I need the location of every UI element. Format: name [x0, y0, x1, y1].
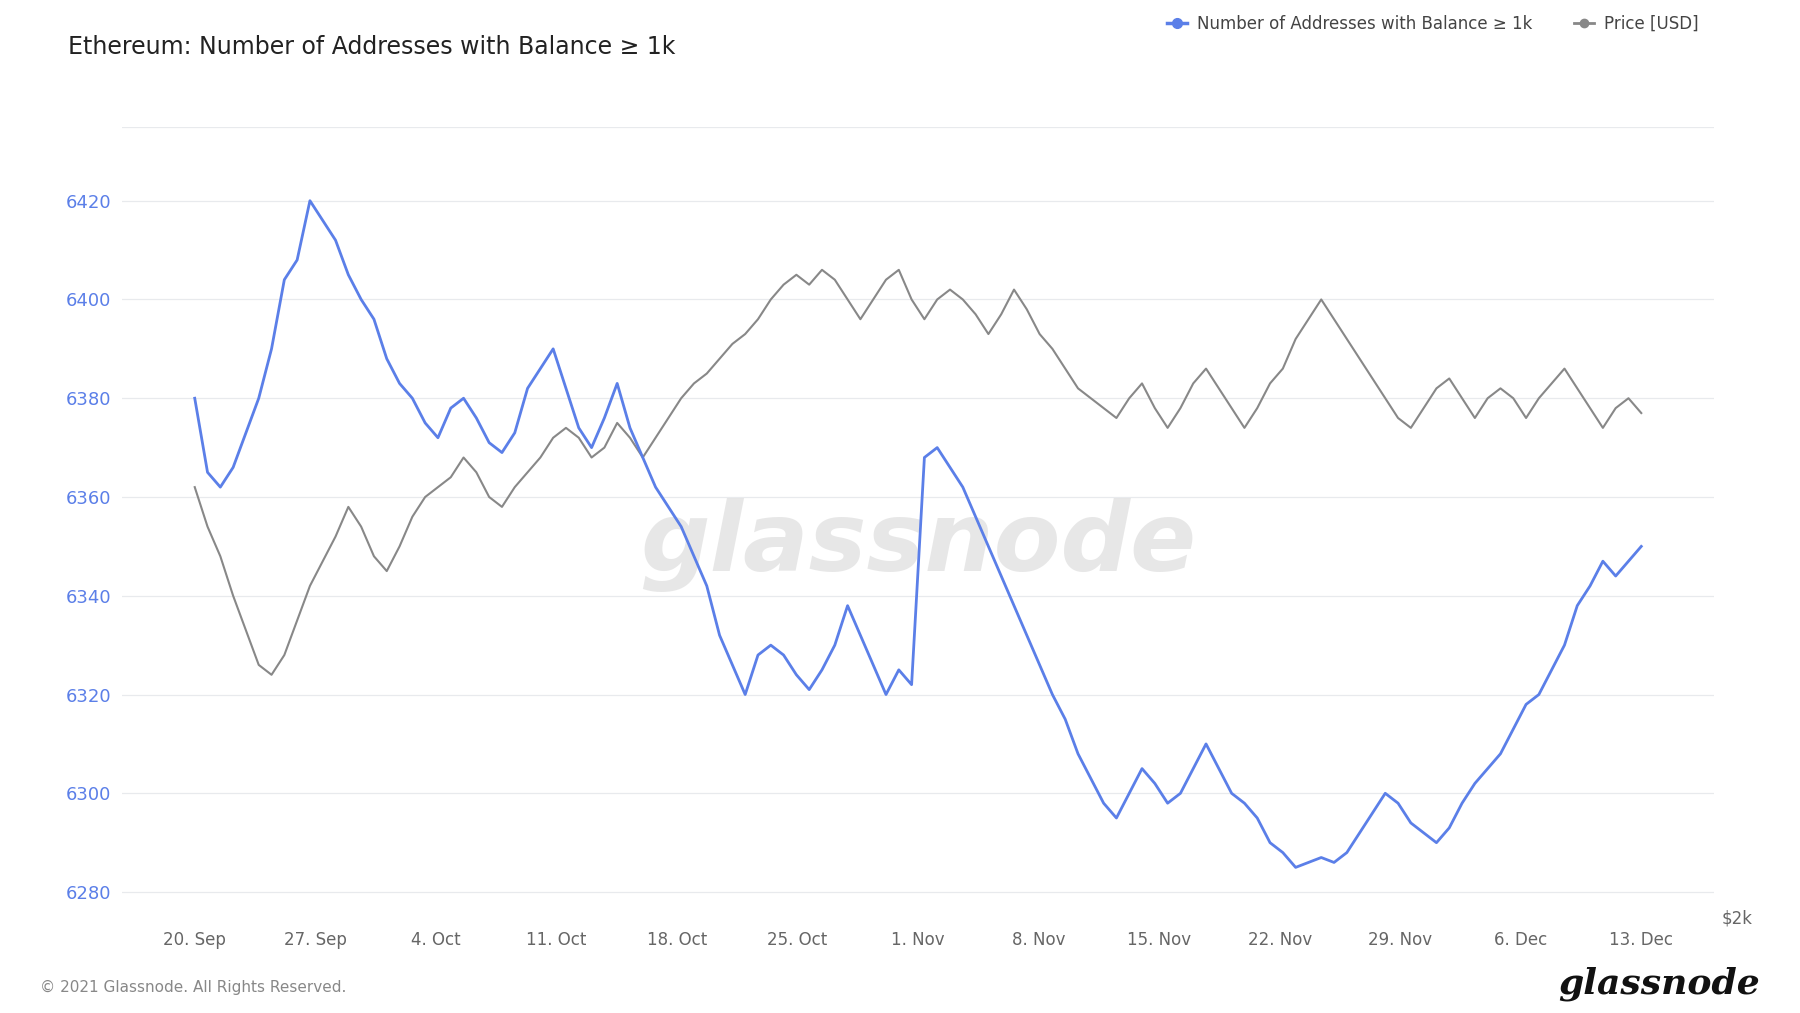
Text: © 2021 Glassnode. All Rights Reserved.: © 2021 Glassnode. All Rights Reserved. [40, 980, 346, 995]
Text: glassnode: glassnode [641, 498, 1195, 593]
Legend: Number of Addresses with Balance ≥ 1k, Price [USD]: Number of Addresses with Balance ≥ 1k, P… [1161, 8, 1705, 40]
Text: Ethereum: Number of Addresses with Balance ≥ 1k: Ethereum: Number of Addresses with Balan… [68, 35, 675, 60]
Text: glassnode: glassnode [1559, 966, 1760, 1001]
